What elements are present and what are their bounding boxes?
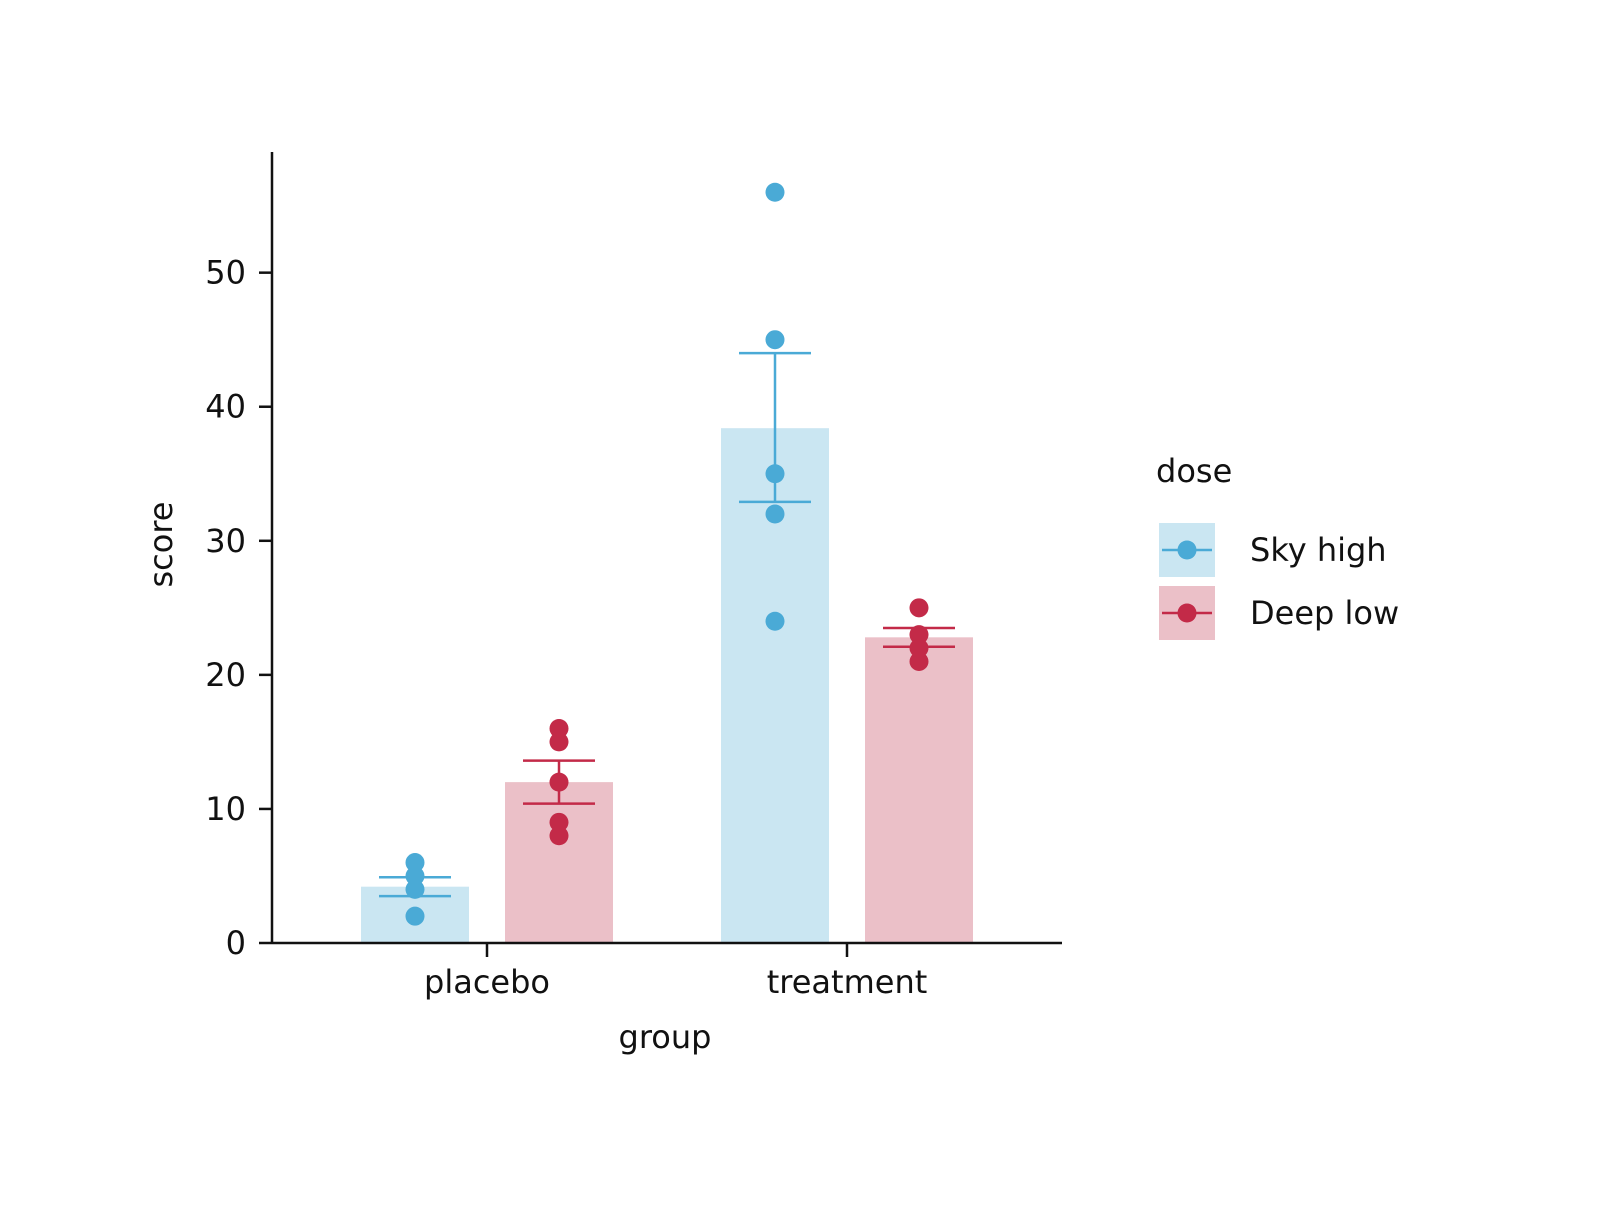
legend-label: Deep low xyxy=(1250,594,1399,632)
legend-items: Sky high Deep low xyxy=(1159,523,1399,640)
y-tick-label: 10 xyxy=(205,790,246,828)
x-axis-title: group xyxy=(619,1018,712,1056)
points-layer xyxy=(405,182,929,926)
data-point xyxy=(549,732,569,752)
data-point xyxy=(765,504,785,524)
axes-layer xyxy=(270,152,1062,945)
legend-marker xyxy=(1177,540,1197,560)
y-tick-label: 40 xyxy=(205,388,246,426)
data-point xyxy=(909,651,929,671)
legend-marker xyxy=(1177,603,1197,623)
x-tick-label: treatment xyxy=(767,963,928,1001)
data-point xyxy=(405,866,425,886)
y-tick-label: 30 xyxy=(205,522,246,560)
data-point xyxy=(405,906,425,926)
data-point xyxy=(549,718,569,738)
y-axis-title: score xyxy=(142,502,180,588)
data-point xyxy=(405,853,425,873)
data-point xyxy=(765,182,785,202)
y-tick-label: 0 xyxy=(226,924,246,962)
data-point xyxy=(765,330,785,350)
legend-label: Sky high xyxy=(1250,531,1387,569)
data-point xyxy=(765,611,785,631)
data-point xyxy=(405,879,425,899)
y-tick-label: 50 xyxy=(205,254,246,292)
data-point xyxy=(765,464,785,484)
legend: dose Sky high Deep low xyxy=(1156,452,1399,640)
bar-treatment-1 xyxy=(865,637,973,943)
legend-item-1: Deep low xyxy=(1159,586,1399,640)
data-point xyxy=(909,625,929,645)
data-point xyxy=(909,638,929,658)
data-point xyxy=(909,598,929,618)
legend-title: dose xyxy=(1156,452,1232,490)
bar-placebo-1 xyxy=(505,782,613,943)
x-ticks: placebo treatment xyxy=(424,943,927,1001)
y-tick-label: 20 xyxy=(205,656,246,694)
legend-item-0: Sky high xyxy=(1159,523,1387,577)
y-ticks: 0 10 20 30 40 50 xyxy=(205,254,272,962)
bars-layer xyxy=(361,428,973,943)
x-tick-label: placebo xyxy=(424,963,550,1001)
data-point xyxy=(549,772,569,792)
data-point xyxy=(549,826,569,846)
data-point xyxy=(549,812,569,832)
